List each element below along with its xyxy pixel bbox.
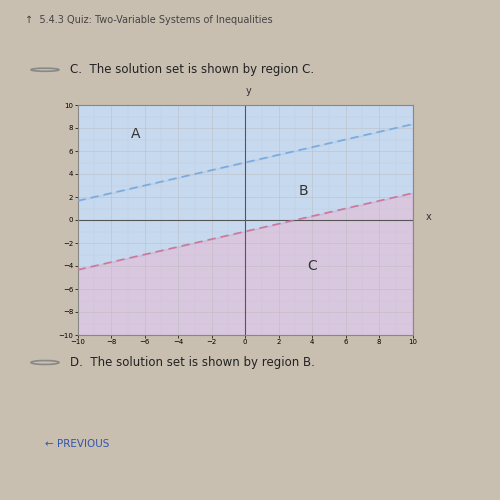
Text: ↑  5.4.3 Quiz: Two-Variable Systems of Inequalities: ↑ 5.4.3 Quiz: Two-Variable Systems of In… bbox=[25, 15, 272, 25]
Text: C: C bbox=[307, 259, 317, 273]
Text: B: B bbox=[299, 184, 308, 198]
Text: y: y bbox=[246, 86, 251, 96]
Text: x: x bbox=[426, 212, 432, 222]
Text: D.  The solution set is shown by region B.: D. The solution set is shown by region B… bbox=[70, 356, 315, 369]
Text: ← PREVIOUS: ← PREVIOUS bbox=[45, 439, 110, 449]
Text: A: A bbox=[132, 126, 141, 141]
Text: C.  The solution set is shown by region C.: C. The solution set is shown by region C… bbox=[70, 63, 314, 76]
